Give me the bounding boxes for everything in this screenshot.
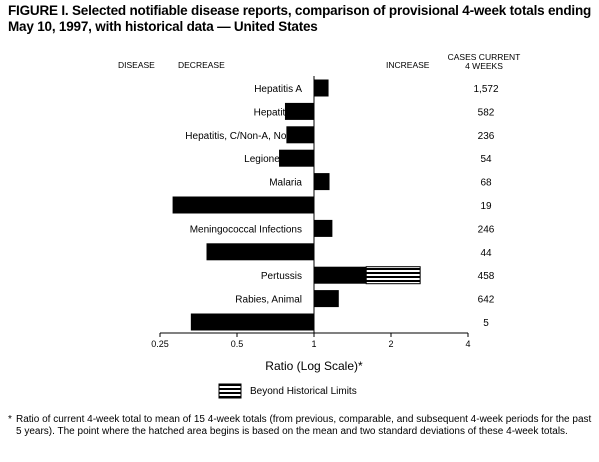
- cases-count-measles-total: 19: [480, 201, 492, 212]
- disease-label-hepatitis-a: Hepatitis A: [254, 84, 302, 95]
- legend: Beyond Historical Limits: [218, 383, 357, 399]
- cases-count-legionellosis: 54: [480, 154, 492, 165]
- disease-label-meningococcal-infections: Meningococcal Infections: [190, 224, 302, 235]
- bar-hepatitis-b: [284, 102, 314, 120]
- x-tick-label-4: 4: [465, 339, 470, 349]
- cases-count-pertussis: 458: [478, 271, 495, 282]
- cases-count-mumps: 44: [480, 248, 492, 259]
- disease-column-header: DISEASE: [118, 60, 155, 70]
- disease-label-rabies-animal: Rabies, Animal: [235, 295, 302, 306]
- bar-measles-total: [172, 196, 314, 214]
- bar-legionellosis: [279, 149, 314, 167]
- decrease-header: DECREASE: [178, 60, 225, 70]
- disease-label-legionellosis: Legionellosis: [244, 154, 302, 165]
- figure-title: FIGURE I. Selected notifiable disease re…: [8, 3, 592, 34]
- x-axis: 0.25 0.5 1 2 4: [151, 76, 471, 349]
- bar-hepatitis-c-non-a-non-b: [286, 126, 314, 144]
- cases-count-hepatitis-c-non-a-non-b: 236: [478, 131, 495, 142]
- bar-beyond-limits-pertussis: [365, 266, 421, 285]
- disease-label-malaria: Malaria: [269, 178, 302, 189]
- footnote-marker: *: [8, 414, 12, 425]
- cases-count-meningococcal-infections: 246: [478, 224, 495, 235]
- cases-count-hepatitis-a: 1,572: [473, 84, 498, 95]
- bar-hepatitis-a: [314, 79, 329, 97]
- bar-rabies-animal: [314, 290, 339, 308]
- cases-count-malaria: 68: [480, 178, 492, 189]
- footnote-text: Ratio of current 4-week total to mean of…: [16, 414, 592, 437]
- cases-header-line2: 4 WEEKS: [465, 61, 503, 71]
- bar-pertussis: [314, 266, 367, 284]
- disease-label-pertussis: Pertussis: [261, 271, 302, 282]
- footnote: * Ratio of current 4-week total to mean …: [8, 414, 593, 438]
- x-tick-label-3: 2: [388, 339, 393, 349]
- x-axis-label: Ratio (Log Scale)*: [265, 359, 363, 373]
- disease-label-hepatitis-c-non-a-non-b: Hepatitis, C/Non-A, Non-B: [185, 131, 302, 142]
- legend-label: Beyond Historical Limits: [250, 386, 357, 397]
- x-tick-label-1: 0.5: [231, 339, 244, 349]
- cases-count-rabies-animal: 642: [478, 295, 495, 306]
- bars-layer: Hepatitis A 1,572 Hepatitis B 582 Hepatitis,…: [172, 79, 499, 331]
- bar-malaria: [314, 173, 330, 191]
- bar-mumps: [206, 243, 314, 261]
- cases-column-header: CASES CURRENT 4 WEEKS: [440, 53, 528, 71]
- increase-header: INCREASE: [386, 60, 430, 70]
- bar-meningococcal-infections: [314, 219, 333, 237]
- legend-hatch-swatch: [218, 383, 242, 399]
- x-tick-label-2: 1: [311, 339, 316, 349]
- x-tick-label-0: 0.25: [151, 339, 169, 349]
- cases-count-hepatitis-b: 582: [478, 107, 495, 118]
- disease-label-hepatitis-b: Hepatitis B: [254, 107, 303, 118]
- cases-count-rubella: 5: [483, 318, 489, 329]
- cases-header-line1: CASES CURRENT: [447, 52, 521, 62]
- bar-rubella: [190, 313, 314, 331]
